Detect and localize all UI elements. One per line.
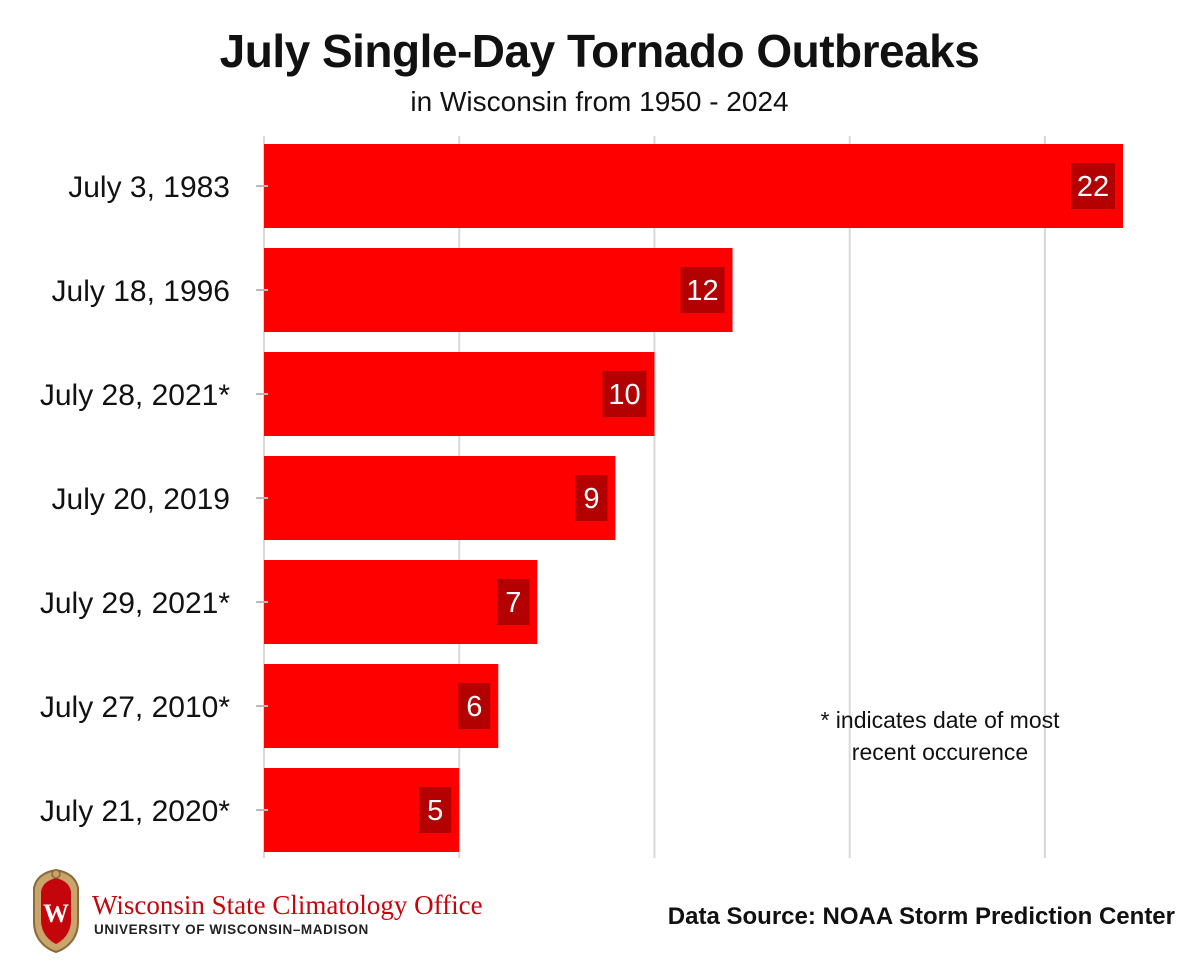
category-label-2: July 28, 2021* — [40, 379, 230, 412]
crest-letter: W — [43, 899, 69, 928]
value-label-6: 5 — [427, 795, 443, 827]
category-label-6: July 21, 2020* — [40, 795, 230, 828]
value-label-box-4 — [497, 579, 530, 625]
value-label-1: 12 — [686, 275, 718, 307]
value-label-box-2 — [602, 371, 647, 417]
category-label-0: July 3, 1983 — [68, 171, 230, 204]
value-label-box-6 — [419, 787, 452, 833]
data-source: Data Source: NOAA Storm Prediction Cente… — [667, 903, 1175, 930]
bar-4 — [264, 560, 538, 644]
bar-0 — [264, 144, 1123, 228]
climatology-office-logo: W Wisconsin State Climatology Office UNI… — [28, 866, 508, 956]
value-label-box-3 — [575, 475, 608, 521]
value-label-box-0 — [1071, 163, 1115, 209]
chart-title: July Single-Day Tornado Outbreaks — [219, 25, 980, 77]
value-label-2: 10 — [608, 379, 640, 411]
bar-1 — [264, 248, 733, 332]
footnote: * indicates date of most recent occurenc… — [820, 707, 1060, 765]
value-label-3: 9 — [583, 483, 599, 515]
value-label-box-1 — [680, 267, 725, 313]
bar-3 — [264, 456, 616, 540]
bars: 22 12 10 9 7 6 5 — [264, 144, 1123, 852]
bar-2 — [264, 352, 655, 436]
category-label-5: July 27, 2010* — [40, 691, 230, 724]
chart-subtitle: in Wisconsin from 1950 - 2024 — [410, 86, 789, 117]
category-label-1: July 18, 1996 — [52, 275, 230, 308]
value-label-4: 7 — [505, 587, 521, 619]
value-label-box-5 — [458, 683, 491, 729]
category-label-4: July 29, 2021* — [40, 587, 230, 620]
uw-crest-icon: W — [33, 868, 79, 954]
org-subtitle: UNIVERSITY OF WISCONSIN–MADISON — [94, 922, 369, 937]
value-label-5: 6 — [466, 691, 482, 723]
category-labels: July 3, 1983 July 18, 1996 July 28, 2021* J… — [40, 171, 268, 828]
org-name: Wisconsin State Climatology Office — [92, 890, 483, 920]
value-label-0: 22 — [1077, 171, 1109, 203]
category-label-3: July 20, 2019 — [52, 483, 230, 516]
